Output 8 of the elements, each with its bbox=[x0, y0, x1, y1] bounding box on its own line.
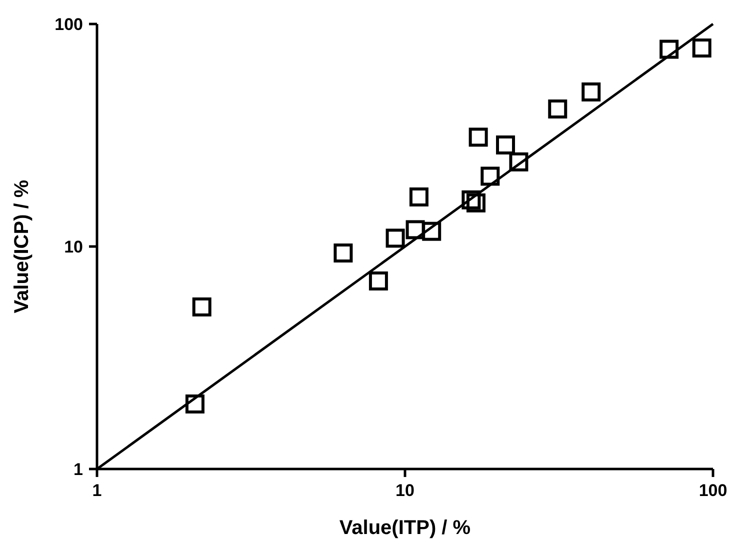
x-tick-label: 10 bbox=[396, 481, 414, 500]
y-tick-label: 1 bbox=[74, 460, 83, 479]
x-axis-title: Value(ITP) / % bbox=[339, 517, 471, 539]
y-axis-title: Value(ICP) / % bbox=[11, 180, 33, 314]
y-tick-label: 100 bbox=[54, 15, 83, 34]
x-tick-label: 1 bbox=[92, 481, 102, 500]
y-tick-label: 10 bbox=[64, 238, 83, 256]
x-tick-label: 100 bbox=[698, 481, 728, 500]
